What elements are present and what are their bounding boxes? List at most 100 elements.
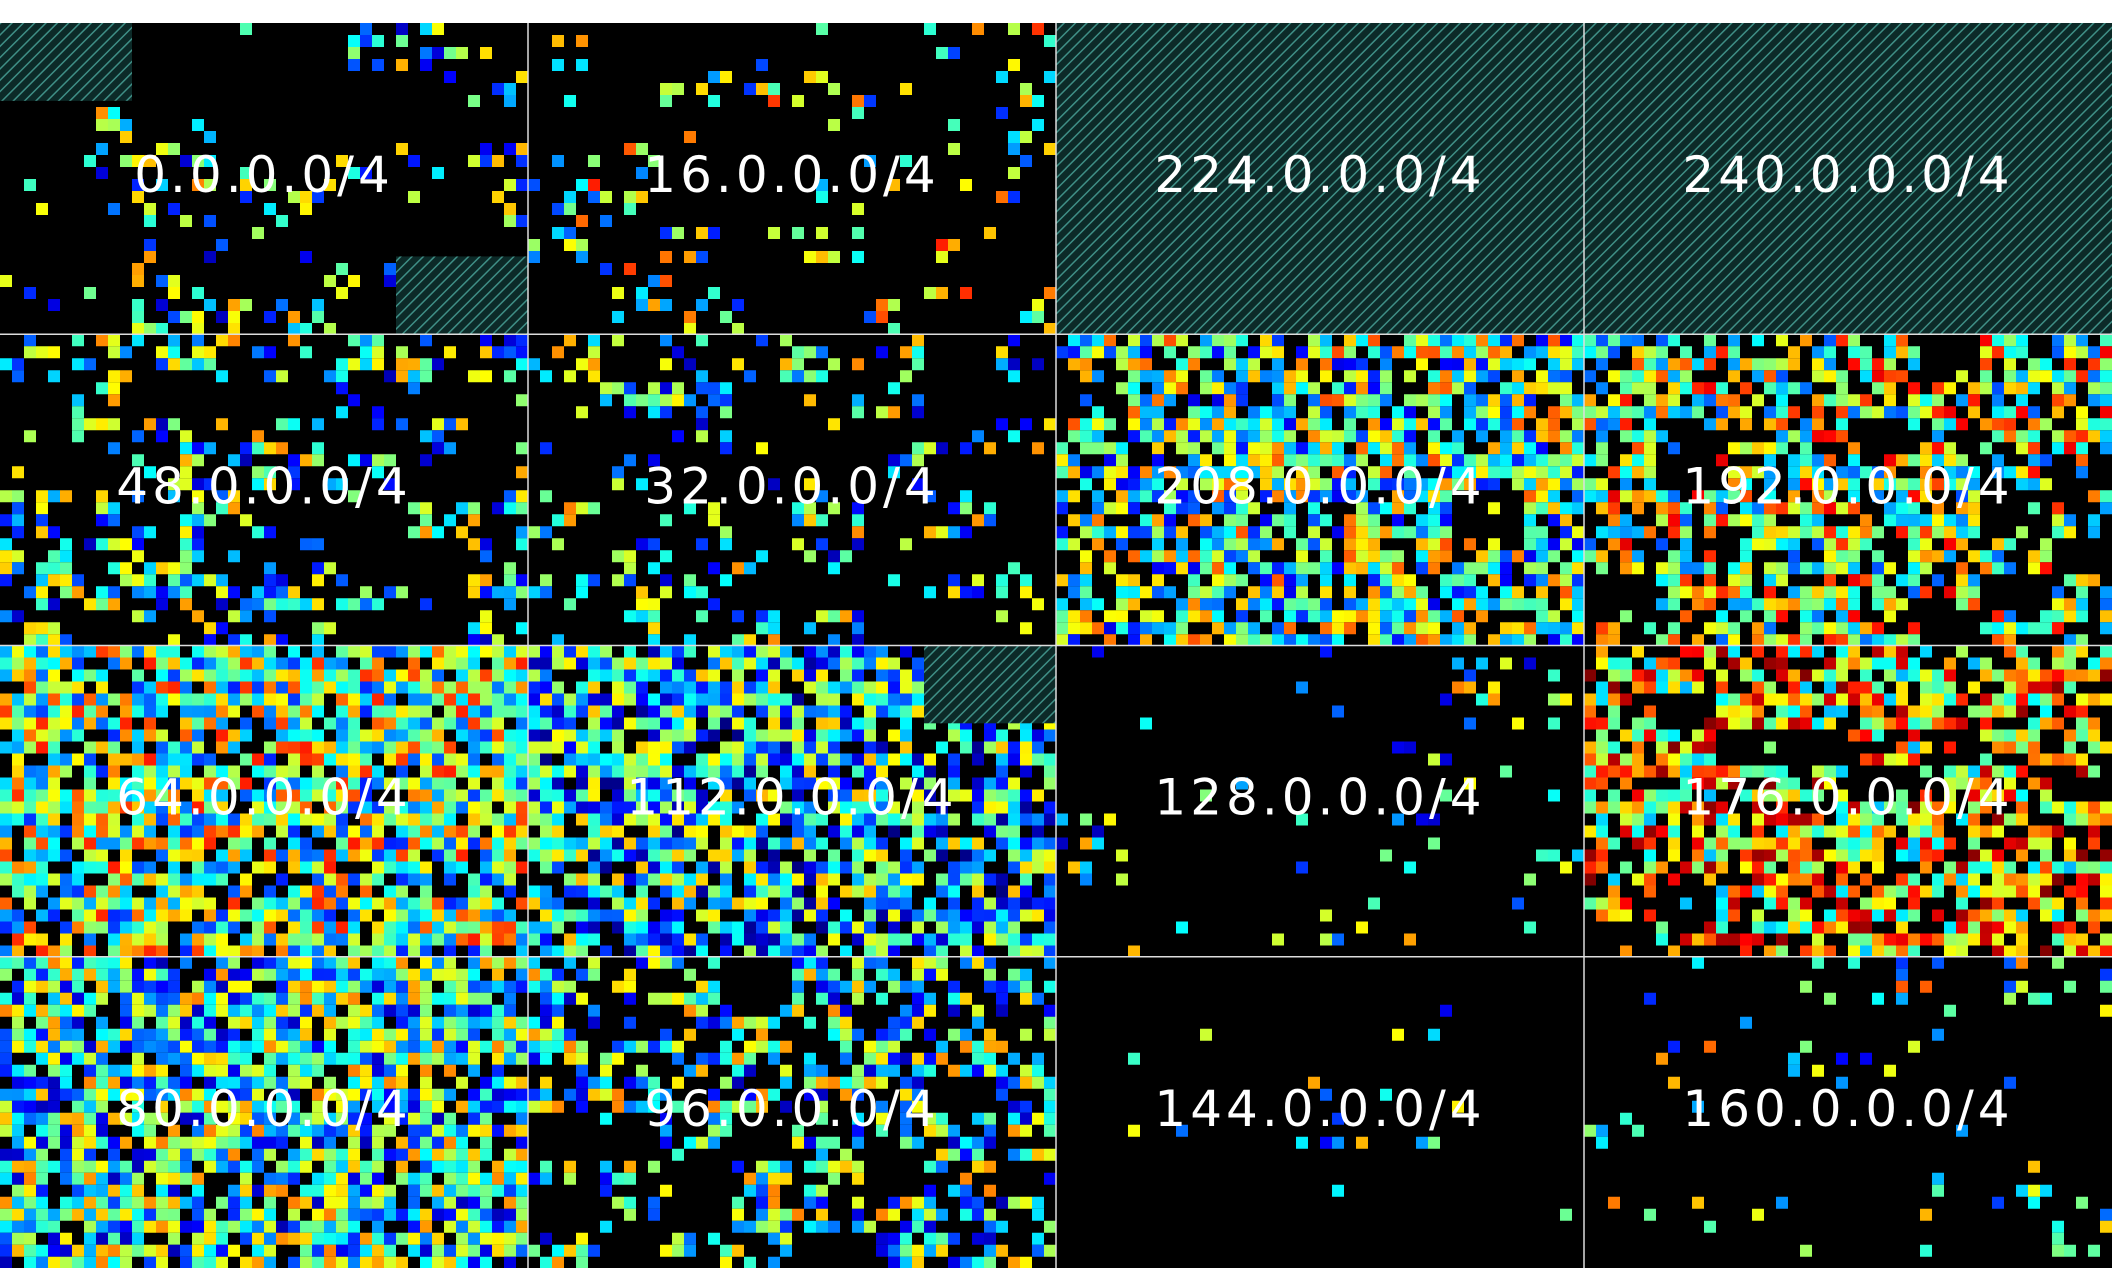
pixel-block [1236, 514, 1248, 527]
pixel-block [636, 610, 648, 623]
pixel-block [1644, 394, 1656, 407]
pixel-block [1152, 538, 1164, 551]
pixel-block [228, 311, 240, 323]
pixel-block [240, 717, 252, 730]
pixel-block [852, 849, 864, 862]
pixel-block [1188, 598, 1200, 611]
pixel-block [1548, 717, 1560, 730]
pixel-block [372, 849, 384, 862]
pixel-block [528, 239, 540, 251]
pixel-block [1896, 634, 1908, 646]
pixel-block [276, 933, 288, 946]
pixel-block [516, 813, 528, 826]
pixel-block [48, 777, 60, 790]
pixel-block [1776, 442, 1788, 455]
pixel-block [1812, 406, 1824, 419]
pixel-block [2076, 897, 2088, 910]
pixel-block [1776, 801, 1788, 814]
pixel-block [1548, 789, 1560, 802]
pixel-block [312, 909, 324, 922]
pixel-block [264, 634, 276, 646]
pixel-block [1464, 634, 1476, 646]
pixel-block [84, 933, 96, 946]
pixel-block [144, 586, 156, 599]
pixel-block [504, 705, 516, 718]
pixel-block [1680, 669, 1692, 682]
pixel-block [336, 885, 348, 898]
pixel-block [516, 681, 528, 694]
pixel-block [708, 598, 720, 611]
pixel-block [1764, 478, 1776, 491]
pixel-block [216, 933, 228, 946]
pixel-block [1596, 813, 1608, 826]
pixel-block [2040, 825, 2052, 838]
pixel-block [336, 382, 348, 395]
pixel-block [1116, 574, 1128, 587]
pixel-block [372, 657, 384, 670]
pixel-block [1548, 502, 1560, 515]
pixel-block [1044, 849, 1056, 862]
pixel-block [720, 681, 732, 694]
pixel-block [336, 873, 348, 886]
pixel-block [1668, 586, 1680, 599]
pixel-block [1860, 622, 1872, 635]
pixel-block [372, 645, 384, 658]
pixel-block [264, 765, 276, 778]
pixel-block [228, 777, 240, 790]
address-block [0, 645, 528, 957]
pixel-block [1188, 466, 1200, 479]
pixel-block [816, 227, 828, 239]
pixel-block [1788, 550, 1800, 563]
pixel-block [1476, 370, 1488, 383]
pixel-block [1788, 586, 1800, 599]
pixel-block [180, 693, 192, 706]
pixel-block [1968, 813, 1980, 826]
pixel-block [1752, 705, 1764, 718]
pixel-block [1932, 550, 1944, 563]
pixel-block [492, 933, 504, 946]
pixel-block [1308, 442, 1320, 455]
pixel-block [1260, 634, 1272, 646]
pixel-block [144, 562, 156, 575]
pixel-block [1236, 502, 1248, 515]
pixel-block [240, 777, 252, 790]
pixel-block [396, 143, 408, 155]
pixel-block [1788, 717, 1800, 730]
pixel-block [852, 681, 864, 694]
pixel-block [1764, 885, 1776, 898]
pixel-block [48, 849, 60, 862]
pixel-block [372, 921, 384, 934]
pixel-block [192, 885, 204, 898]
pixel-block [1068, 334, 1080, 347]
pixel-block [2064, 514, 2076, 527]
pixel-block [48, 490, 60, 503]
pixel-block [912, 478, 924, 491]
pixel-block [912, 394, 924, 407]
pixel-block [2076, 813, 2088, 826]
pixel-block [1608, 502, 1620, 515]
pixel-block [780, 945, 792, 957]
pixel-block [216, 801, 228, 814]
pixel-block [1008, 23, 1020, 35]
pixel-block [1752, 538, 1764, 551]
pixel-block [1212, 538, 1224, 551]
pixel-block [696, 765, 708, 778]
pixel-block [1992, 885, 2004, 898]
pixel-block [1704, 394, 1716, 407]
pixel-block [144, 825, 156, 838]
pixel-block [168, 765, 180, 778]
pixel-block [12, 813, 24, 826]
pixel-block [1644, 813, 1656, 826]
pixel-block [708, 813, 720, 826]
pixel-block [2100, 645, 2112, 658]
pixel-block [1896, 502, 1908, 515]
pixel-block [708, 897, 720, 910]
pixel-block [1812, 669, 1824, 682]
pixel-block [1500, 418, 1512, 431]
pixel-block [732, 299, 744, 311]
pixel-block [2004, 789, 2016, 802]
pixel-block [456, 825, 468, 838]
pixel-block [696, 861, 708, 874]
pixel-block [144, 239, 156, 251]
pixel-block [1884, 598, 1896, 611]
